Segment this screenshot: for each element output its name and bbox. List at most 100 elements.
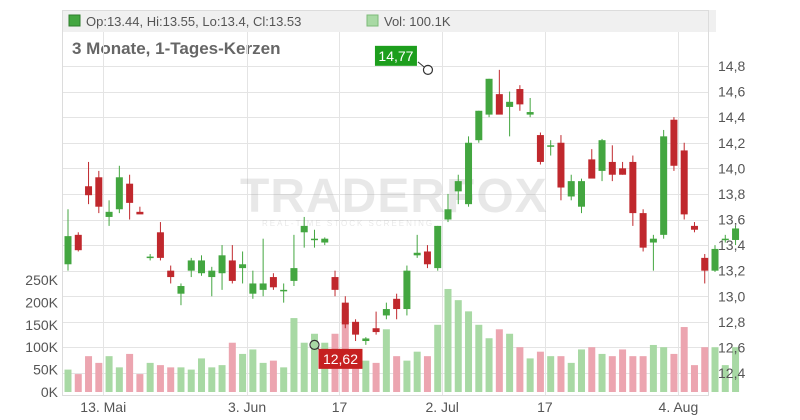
candle-body	[310, 238, 318, 241]
volume-bar	[690, 365, 698, 392]
volume-tick-label: 150K	[25, 317, 58, 333]
volume-tick-label: 50K	[33, 362, 59, 378]
price-tick-label: 14,8	[718, 58, 745, 74]
volume-bar	[495, 329, 503, 392]
price-tick-label: 12,8	[718, 314, 745, 330]
volume-bar	[578, 349, 585, 392]
low-marker-dot	[309, 339, 320, 350]
volume-bar	[485, 338, 493, 392]
volume-bar	[167, 367, 175, 392]
candle-body	[280, 289, 288, 292]
volume-bar	[126, 353, 134, 392]
volume-bar	[465, 311, 473, 392]
x-tick-label: 3. Jun	[228, 399, 266, 415]
candle-body	[547, 145, 555, 147]
candle-body	[588, 159, 596, 179]
candle-body	[269, 277, 277, 288]
volume-bar	[403, 360, 411, 392]
volume-bar	[95, 362, 103, 392]
volume-bar	[105, 356, 113, 392]
volume-bar	[608, 356, 616, 392]
volume-bar	[639, 356, 647, 392]
volume-bar	[567, 362, 575, 392]
candle-body	[352, 321, 360, 335]
ohlc-legend-text: Op:13.44, Hi:13.55, Lo:13.4, Cl:13.53	[86, 14, 301, 29]
volume-bar	[454, 300, 462, 392]
volume-bar	[115, 367, 123, 392]
volume-bar	[310, 333, 318, 392]
volume-bar	[711, 347, 719, 392]
candle-body	[536, 135, 544, 162]
high-marker-label: 14,77	[378, 48, 413, 64]
volume-bar	[547, 356, 555, 392]
vol-legend-text: Vol: 100.1K	[384, 14, 451, 29]
candle-body	[732, 228, 740, 240]
candle-body	[218, 255, 226, 274]
candle-body	[105, 211, 113, 217]
candle-body	[259, 283, 267, 290]
volume-bar	[649, 344, 657, 392]
candle-body	[300, 225, 308, 233]
candle-body	[578, 181, 585, 207]
x-tick-label: 17	[537, 399, 553, 415]
plot-frame	[62, 10, 709, 396]
candle-body	[115, 177, 123, 210]
volume-bar	[619, 349, 627, 392]
x-tick-label: 17	[332, 399, 348, 415]
traderfox-watermark-logo: TRADERFOX REAL-TIME STOCK SCREENING	[240, 170, 548, 228]
price-tick-label: 14,2	[718, 135, 745, 151]
price-tick-label: 13,2	[718, 263, 745, 279]
volume-bar	[269, 360, 277, 392]
candle-body	[198, 260, 206, 274]
candle-body	[403, 270, 411, 310]
candle-body	[516, 89, 524, 105]
x-tick-label: 2. Jul	[425, 399, 458, 415]
candle-body	[423, 251, 431, 265]
volume-bar	[536, 351, 544, 392]
candle-body	[382, 309, 390, 316]
volume-bar	[393, 356, 401, 392]
candle-body	[290, 268, 298, 281]
high-marker-box	[374, 45, 417, 66]
volume-bar	[208, 367, 216, 392]
volume-bar	[198, 358, 206, 392]
volume-bar	[228, 342, 236, 392]
volume-bar	[187, 369, 195, 392]
volume-bar	[382, 329, 390, 392]
candle-body	[239, 264, 247, 269]
volume-bar	[629, 356, 637, 392]
ohlc-legend-icon	[68, 14, 81, 27]
volume-bar	[598, 353, 606, 392]
candle-body	[146, 256, 154, 259]
low-marker: 12,62	[309, 339, 363, 369]
chart-subtitle: 3 Monate, 1-Tages-Kerzen	[72, 39, 280, 58]
volume-bars	[64, 288, 740, 392]
price-tick-label: 13,0	[718, 288, 745, 304]
volume-bar	[249, 349, 257, 392]
price-tick-label: 14,4	[718, 109, 745, 125]
candle-body	[74, 234, 82, 251]
price-tick-label: 13,8	[718, 186, 745, 202]
candle-body	[167, 270, 175, 278]
info-bar	[62, 10, 716, 32]
svg-text:TRADERFOX: TRADERFOX	[240, 170, 548, 223]
volume-bar	[300, 342, 308, 392]
candle-body	[177, 286, 185, 294]
high-marker: 14,77	[374, 45, 434, 75]
axes: 12,4 12,6 12,8 13,0 13,2 13,4 13,6 13,8 14,0 14,2…	[25, 58, 745, 415]
candle-body	[341, 302, 349, 325]
volume-tick-label: 0K	[41, 384, 59, 400]
candle-body	[670, 119, 678, 166]
volume-bar	[218, 365, 226, 392]
candle-body	[413, 252, 421, 256]
volume-bar	[444, 288, 452, 392]
volume-bar	[434, 324, 442, 392]
volume-bar	[516, 347, 524, 392]
candle-body	[64, 236, 72, 265]
candle-body	[557, 142, 565, 188]
price-tick-label: 12,6	[718, 339, 745, 355]
volume-bar	[372, 362, 380, 392]
candle-body	[598, 140, 606, 171]
candle-body	[608, 161, 616, 175]
